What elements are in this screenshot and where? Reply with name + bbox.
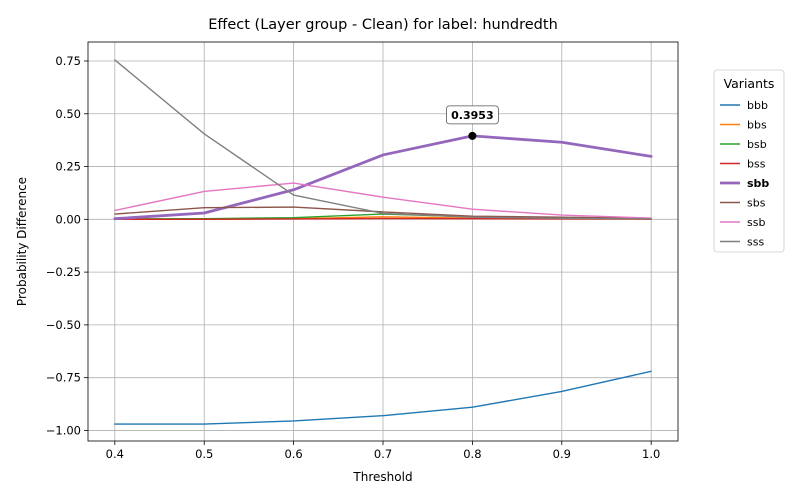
x-tick-label: 0.4 — [106, 447, 124, 461]
y-tick-label: −0.25 — [46, 265, 81, 279]
series-line-sbs — [114, 206, 652, 219]
y-tick-label: −1.00 — [46, 423, 81, 437]
legend-label-bss: bss — [747, 158, 766, 171]
legend-label-bbb: bbb — [747, 99, 768, 112]
legend-box — [713, 69, 785, 253]
y-tick-label: 0.00 — [55, 212, 81, 226]
legend-label-bsb: bsb — [747, 138, 767, 151]
y-tick-label: 0.25 — [55, 160, 81, 174]
x-tick-label: 0.8 — [463, 447, 481, 461]
series-lines — [113, 59, 653, 425]
grid — [88, 42, 678, 441]
x-tick-label: 0.9 — [553, 447, 571, 461]
x-tick-label: 0.6 — [284, 447, 302, 461]
series-line-bbb — [114, 370, 652, 425]
legend-label-sbs: sbs — [747, 197, 766, 210]
peak-annotation: 0.3953 — [445, 105, 499, 140]
x-axis-label: Threshold — [352, 470, 412, 484]
x-tick-label: 1.0 — [642, 447, 660, 461]
y-tick-label: 0.50 — [55, 107, 81, 121]
legend-label-bbs: bbs — [747, 119, 767, 132]
y-axis-label: Probability Difference — [15, 177, 29, 306]
legend-label-sbb: sbb — [747, 177, 769, 190]
series-line-ssb — [114, 182, 652, 219]
legend-title: Variants — [724, 76, 775, 91]
legend-label-ssb: ssb — [747, 216, 765, 229]
x-tick-label: 0.5 — [195, 447, 213, 461]
legend-label-sss: sss — [747, 236, 764, 249]
y-axis: −1.00 −0.75 −0.50 −0.25 0.00 0.25 0.50 0.75 — [46, 54, 88, 437]
legend: Variants bbb bbs bsb bss sbb sbs ssb sss — [713, 69, 785, 253]
series-line-sss — [114, 59, 652, 220]
y-tick-label: 0.75 — [55, 54, 81, 68]
chart-title: Effect (Layer group - Clean) for label: … — [208, 17, 558, 33]
x-tick-label: 0.7 — [374, 447, 392, 461]
annotation-label: 0.3953 — [451, 109, 493, 122]
annotation-box — [445, 105, 499, 125]
peak-marker — [468, 131, 477, 140]
y-tick-label: −0.75 — [46, 371, 81, 385]
series-line-sbb — [113, 134, 653, 221]
x-axis: 0.4 0.5 0.6 0.7 0.8 0.9 1.0 — [106, 441, 660, 461]
y-tick-label: −0.50 — [46, 318, 81, 332]
